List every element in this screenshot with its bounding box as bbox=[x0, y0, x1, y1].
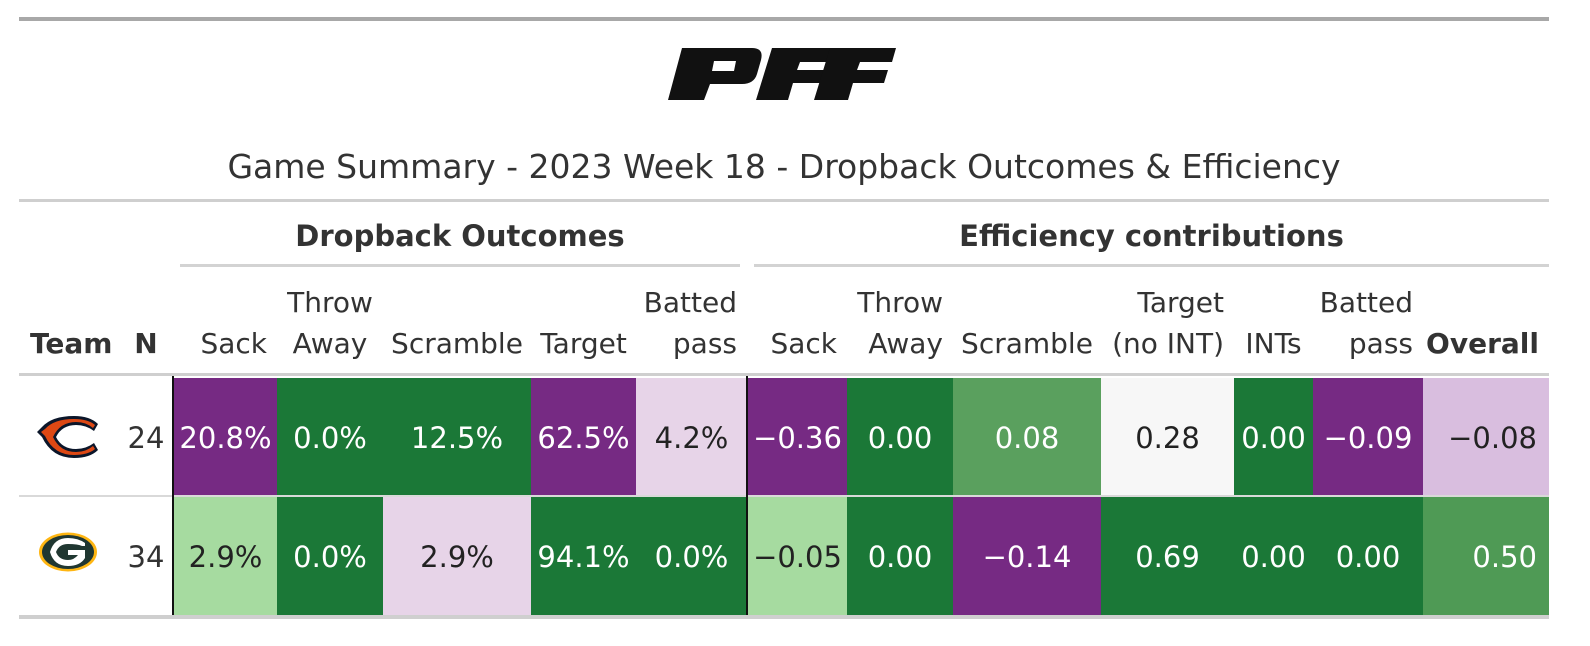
row-1-eff-batted-pass: −0.09 bbox=[1313, 378, 1423, 498]
row-2-eff-target: 0.69 bbox=[1101, 497, 1234, 617]
col-header-eff-target: Target (no INT) bbox=[1112, 286, 1224, 360]
row-1-batted-pass: 4.2% bbox=[636, 378, 747, 498]
col-header-target: Target bbox=[540, 327, 627, 360]
row-2-throw-away: 0.0% bbox=[277, 497, 383, 617]
row-1-eff-sack: −0.36 bbox=[748, 378, 847, 498]
row-1-scramble: 12.5% bbox=[383, 378, 531, 498]
row-2-batted-pass: 0.0% bbox=[636, 497, 747, 617]
spanner-dropback-outcomes: Dropback Outcomes bbox=[295, 219, 625, 253]
row-2-eff-throw-away: 0.00 bbox=[847, 497, 953, 617]
table-title: Game Summary - 2023 Week 18 - Dropback O… bbox=[227, 147, 1341, 186]
row-2-overall: 0.50 bbox=[1423, 497, 1549, 617]
row-1-eff-ints: 0.00 bbox=[1234, 378, 1313, 498]
bottom-rule bbox=[19, 615, 1549, 619]
row-2-n: 34 bbox=[127, 540, 165, 574]
col-header-throw-away: Throw Away bbox=[287, 286, 373, 360]
row-1-throw-away: 0.0% bbox=[277, 378, 383, 498]
col-header-eff-sack: Sack bbox=[770, 327, 837, 360]
col-header-overall: Overall bbox=[1426, 327, 1539, 360]
row-1-eff-throw-away: 0.00 bbox=[847, 378, 953, 498]
row-2-eff-ints: 0.00 bbox=[1234, 497, 1313, 617]
col-header-eff-batted-pass: Batted pass bbox=[1319, 286, 1413, 360]
group-separator-middle bbox=[746, 376, 748, 616]
row-1-overall: −0.08 bbox=[1423, 378, 1549, 498]
col-header-eff-scramble: Scramble bbox=[961, 327, 1093, 360]
row-1-sack: 20.8% bbox=[174, 378, 277, 498]
row-divider bbox=[19, 495, 1549, 497]
row-2-sack: 2.9% bbox=[174, 497, 277, 617]
col-header-scramble: Scramble bbox=[391, 327, 523, 360]
col-header-eff-throw-away: Throw Away bbox=[857, 286, 943, 360]
col-header-sack: Sack bbox=[200, 327, 267, 360]
row-1-n: 24 bbox=[127, 421, 165, 455]
row-2-scramble: 2.9% bbox=[383, 497, 531, 617]
group-separator-left bbox=[172, 376, 174, 616]
row-2-eff-scramble: −0.14 bbox=[953, 497, 1101, 617]
row-2-target: 94.1% bbox=[531, 497, 636, 617]
packers-logo bbox=[39, 532, 97, 572]
col-header-eff-ints: INTs bbox=[1245, 327, 1302, 360]
row-1-target: 62.5% bbox=[531, 378, 636, 498]
row-2-eff-sack: −0.05 bbox=[748, 497, 847, 617]
row-1-eff-scramble: 0.08 bbox=[953, 378, 1101, 498]
col-header-n: N bbox=[134, 327, 158, 360]
spanner-dropback-outcomes-line bbox=[180, 264, 740, 267]
pff-logo bbox=[668, 48, 896, 100]
row-1-eff-target: 0.28 bbox=[1101, 378, 1234, 498]
top-rule bbox=[19, 17, 1549, 21]
spanner-efficiency-contributions-line bbox=[754, 264, 1549, 267]
spanner-efficiency-contributions: Efficiency contributions bbox=[959, 219, 1344, 253]
header-rule bbox=[19, 373, 1549, 376]
bears-logo bbox=[37, 416, 98, 458]
title-rule bbox=[19, 199, 1549, 202]
col-header-batted-pass: Batted pass bbox=[643, 286, 737, 360]
row-2-eff-batted-pass: 0.00 bbox=[1313, 497, 1423, 617]
col-header-team: Team bbox=[30, 327, 113, 360]
